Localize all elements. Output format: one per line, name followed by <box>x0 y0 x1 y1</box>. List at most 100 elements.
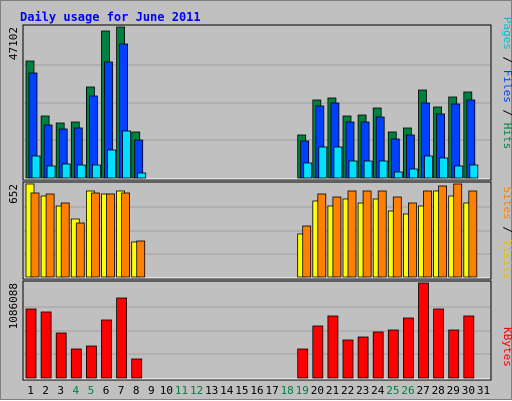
bar-kbytes-day-7 <box>116 297 127 379</box>
right-legend-labels: Pages / Files / Hits Sites / Visits KBytes <box>501 17 512 367</box>
bar-pages-day-23 <box>363 160 373 179</box>
bar-sites-day-19 <box>302 225 312 278</box>
x-tick-label: 5 <box>88 384 95 397</box>
bar-pages-day-30 <box>469 164 479 179</box>
legend-part: Sites <box>501 187 512 220</box>
bar-kbytes-day-24 <box>372 331 384 379</box>
x-tick-label: 2 <box>42 384 49 397</box>
bar-sites-day-21 <box>332 196 342 278</box>
bar-kbytes-day-28 <box>433 308 445 379</box>
bar-pages-day-26 <box>408 168 418 179</box>
bar-pages-day-22 <box>348 160 358 179</box>
bar-sites-day-6 <box>106 193 115 278</box>
x-tick-label: 30 <box>462 384 475 397</box>
bar-pages-day-21 <box>333 146 343 179</box>
bar-sites-day-29 <box>453 183 463 278</box>
chart-title: Daily usage for June 2011 <box>20 10 201 24</box>
y-max-label-bottom: 1086088 <box>7 283 20 329</box>
panel-bottom: 1086088 <box>7 280 492 381</box>
bar-sites-day-20 <box>317 193 327 278</box>
x-tick-label: 15 <box>235 384 248 397</box>
bar-pages-day-8 <box>137 172 147 179</box>
x-tick-label: 10 <box>160 384 173 397</box>
legend-label-middle: Sites / Visits <box>501 187 512 280</box>
bar-kbytes-day-5 <box>86 345 97 379</box>
bar-files-day-8 <box>134 139 144 179</box>
legend-part: / <box>501 220 512 240</box>
x-tick-label: 3 <box>57 384 64 397</box>
bar-pages-day-28 <box>439 157 449 179</box>
x-tick-label: 18 <box>281 384 294 397</box>
x-tick-label: 20 <box>311 384 324 397</box>
x-tick-label: 26 <box>401 384 414 397</box>
bar-sites-day-1 <box>30 192 40 278</box>
legend-part: / <box>501 50 512 70</box>
bar-kbytes-day-20 <box>312 325 324 379</box>
x-tick-label: 11 <box>175 384 188 397</box>
bar-pages-day-7 <box>122 130 131 179</box>
bar-sites-day-8 <box>136 240 146 278</box>
bar-kbytes-day-25 <box>387 329 399 379</box>
bar-pages-day-25 <box>393 171 403 179</box>
bar-sites-day-22 <box>347 190 357 278</box>
x-tick-label: 6 <box>103 384 110 397</box>
x-tick-label: 19 <box>296 384 309 397</box>
bar-kbytes-day-8 <box>131 358 143 379</box>
x-tick-label: 22 <box>341 384 354 397</box>
bar-kbytes-day-3 <box>55 332 67 379</box>
bar-sites-day-5 <box>91 192 100 278</box>
bar-kbytes-day-29 <box>448 329 460 379</box>
bar-pages-day-2 <box>46 165 56 179</box>
x-tick-label: 7 <box>118 384 125 397</box>
x-tick-label: 14 <box>220 384 234 397</box>
x-tick-label: 28 <box>432 384 445 397</box>
bar-pages-day-4 <box>76 164 86 179</box>
bar-sites-day-23 <box>362 190 372 278</box>
y-max-label-middle: 652 <box>7 184 20 204</box>
x-tick-label: 9 <box>148 384 155 397</box>
x-tick-label: 25 <box>386 384 399 397</box>
chart-panels: 47102 652 1086088 <box>7 24 492 381</box>
x-tick-label: 31 <box>477 384 490 397</box>
bar-kbytes-day-19 <box>297 348 309 379</box>
bar-sites-day-3 <box>60 202 70 278</box>
bar-kbytes-day-6 <box>101 319 112 379</box>
bar-pages-day-3 <box>61 163 71 179</box>
bar-sites-day-7 <box>121 192 130 278</box>
bar-sites-day-28 <box>438 185 448 278</box>
legend-label-bottom: KBytes <box>501 327 512 367</box>
bar-pages-day-1 <box>31 155 41 179</box>
bar-pages-day-6 <box>107 149 116 179</box>
x-tick-label: 1 <box>27 384 34 397</box>
legend-part: / <box>501 103 512 123</box>
bar-kbytes-day-27 <box>418 282 429 379</box>
legend-part: Pages <box>501 17 512 50</box>
x-tick-label: 16 <box>250 384 263 397</box>
bar-kbytes-day-2 <box>40 311 52 379</box>
x-tick-label: 4 <box>72 384 79 397</box>
bar-pages-day-20 <box>318 146 328 179</box>
bar-kbytes-day-4 <box>70 348 82 379</box>
bar-kbytes-day-30 <box>463 315 475 379</box>
legend-part: KBytes <box>501 327 512 367</box>
bar-sites-day-27 <box>423 190 432 278</box>
bar-kbytes-day-23 <box>357 336 369 379</box>
bar-sites-day-26 <box>407 202 417 278</box>
x-tick-label: 24 <box>371 384 385 397</box>
x-tick-label: 12 <box>190 384 203 397</box>
x-tick-label: 27 <box>416 384 429 397</box>
bar-kbytes-day-1 <box>25 308 37 379</box>
legend-part: Hits <box>501 123 512 150</box>
panel-middle: 652 <box>7 181 492 280</box>
bar-pages-day-19 <box>303 162 313 179</box>
bar-sites-day-30 <box>468 190 478 278</box>
bar-kbytes-day-21 <box>327 315 339 379</box>
legend-part: Files <box>501 70 512 103</box>
bar-sites-day-2 <box>45 193 55 278</box>
panel-top: 47102 <box>7 24 492 181</box>
y-max-label-top: 47102 <box>7 27 20 60</box>
x-tick-label: 13 <box>205 384 218 397</box>
bar-sites-day-4 <box>75 222 85 278</box>
